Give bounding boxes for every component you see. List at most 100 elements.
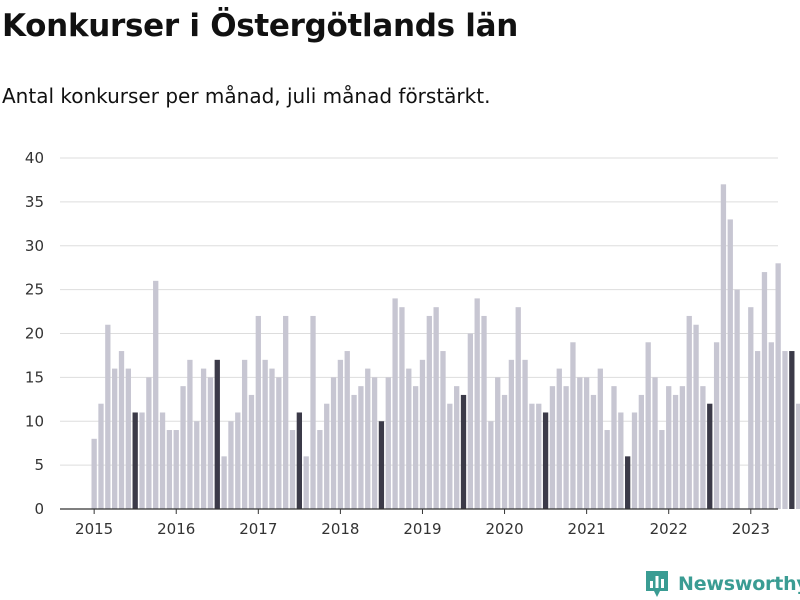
y-tick-label: 10 (25, 412, 44, 430)
bar (262, 359, 268, 509)
bar (337, 359, 344, 509)
bar (467, 333, 473, 509)
bar (365, 368, 371, 509)
bar (440, 351, 446, 509)
bar (371, 377, 378, 510)
bar (91, 438, 97, 509)
bar (549, 386, 556, 509)
bar (153, 280, 159, 509)
newsworthy-logo-icon (646, 571, 668, 597)
bar (604, 430, 610, 509)
bar (98, 403, 104, 509)
bar (563, 386, 569, 509)
x-tick-label: 2022 (650, 520, 688, 538)
bar (454, 386, 460, 509)
bar (276, 377, 282, 510)
bar (686, 315, 692, 509)
y-axis-tick-labels: 0 5 10 15 20 25 30 35 40 (25, 149, 44, 518)
brand-name: Newsworthy (678, 573, 800, 595)
bar (775, 263, 781, 509)
bar (255, 315, 261, 509)
bar (529, 403, 535, 509)
bar (406, 368, 412, 509)
bar (672, 394, 679, 509)
bar (734, 289, 740, 510)
bar (700, 386, 706, 509)
bar (727, 219, 733, 509)
bar (146, 377, 152, 510)
bar (289, 430, 296, 509)
bar (358, 386, 364, 509)
bar-july (460, 394, 467, 509)
bar (652, 377, 658, 510)
bar (241, 359, 248, 509)
bar (508, 359, 515, 509)
bar (399, 307, 405, 509)
bar (447, 403, 453, 509)
bar (583, 377, 590, 510)
bar-july (132, 412, 138, 509)
bar (590, 394, 597, 509)
bar (433, 307, 439, 509)
y-tick-label: 25 (25, 281, 44, 299)
bar (385, 377, 391, 510)
bar (488, 421, 494, 509)
bar (112, 368, 118, 509)
bar (180, 386, 186, 509)
bar (474, 298, 480, 509)
bar-july (707, 403, 713, 509)
bar (221, 456, 227, 509)
bar (720, 184, 727, 509)
chart-title: Konkurser i Östergötlands län (2, 8, 518, 44)
bar-july (214, 359, 220, 509)
y-tick-label: 20 (25, 325, 44, 343)
x-tick-label: 2023 (732, 520, 770, 538)
bar (679, 386, 686, 509)
bar-july (378, 421, 385, 509)
bar (796, 403, 800, 509)
bar (187, 359, 193, 509)
bar-july (296, 412, 302, 509)
bar-july (625, 456, 631, 509)
bar (173, 430, 179, 509)
bar (515, 307, 521, 509)
bar (577, 377, 583, 510)
x-tick-label: 2017 (239, 520, 277, 538)
bar (638, 394, 644, 509)
bar (310, 315, 316, 509)
bar (283, 315, 289, 509)
bar (200, 368, 207, 509)
bar (501, 394, 508, 509)
bar (303, 456, 309, 509)
x-axis: 2015201620172018201920202021202220232024 (60, 508, 778, 538)
bar (269, 368, 275, 509)
x-tick-label: 2021 (568, 520, 606, 538)
x-tick-label: 2016 (157, 520, 195, 538)
bar (317, 430, 323, 509)
bar (659, 430, 665, 509)
brand-logo: Newsworthy (644, 568, 800, 600)
bar (631, 412, 638, 509)
bar (330, 377, 337, 510)
y-tick-label: 0 (34, 500, 44, 518)
bar (159, 412, 166, 509)
bars (91, 184, 800, 510)
bar (768, 342, 774, 509)
bar (597, 368, 603, 509)
bar (761, 272, 768, 509)
bar (392, 298, 398, 509)
bar (166, 430, 173, 509)
bar (693, 324, 699, 509)
bar (344, 351, 350, 509)
bar (228, 421, 234, 509)
bar (556, 368, 562, 509)
y-tick-label: 40 (25, 149, 44, 167)
bar (754, 351, 761, 509)
bar (495, 377, 501, 510)
bar (125, 368, 131, 509)
bar (536, 403, 542, 509)
bar (645, 342, 651, 509)
bar (666, 386, 672, 509)
bar (618, 412, 624, 509)
